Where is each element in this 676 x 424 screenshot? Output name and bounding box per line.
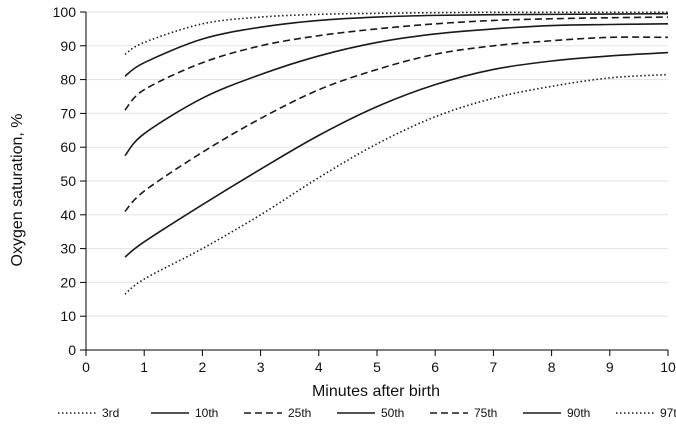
x-tick-label: 1: [140, 359, 148, 375]
y-tick-label: 0: [68, 342, 76, 358]
y-tick-label: 100: [53, 4, 77, 20]
gridlines: [86, 11, 668, 351]
legend-label-75th: 75th: [474, 406, 497, 420]
x-tick-label: 9: [606, 359, 614, 375]
series-line-90th: [124, 12, 669, 77]
series-line-75th: [124, 16, 669, 111]
x-tick-label: 0: [82, 359, 90, 375]
y-tick-label: 60: [60, 139, 76, 155]
x-tick-label: 7: [490, 359, 498, 375]
y-tick-label: 20: [60, 274, 76, 290]
y-tick-label: 80: [60, 72, 76, 88]
legend: 3rd 10th 25th 50th 75th 90th 97th: [58, 406, 676, 420]
legend-label-10th: 10th: [195, 406, 218, 420]
y-tick-label: 50: [60, 173, 76, 189]
y-tick-label: 70: [60, 105, 76, 121]
legend-label-50th: 50th: [381, 406, 404, 420]
axes: 0 10 20 30 40 50 60 70 80 90 100 0 1 2 3 4 5 6 7 8 9 10: [53, 4, 676, 375]
x-axis-title: Minutes after birth: [312, 383, 440, 400]
legend-label-3rd: 3rd: [102, 406, 119, 420]
y-axis-title: Oxygen saturation, %: [9, 114, 26, 267]
x-tick-label: 10: [660, 359, 676, 375]
y-tick-label: 90: [60, 38, 76, 54]
x-tick-label: 2: [199, 359, 207, 375]
x-tick-label: 4: [315, 359, 323, 375]
series-line-97th: [124, 11, 668, 55]
series-line-25th: [124, 36, 669, 212]
series-line-10th: [124, 51, 669, 258]
legend-label-97th: 97th: [660, 406, 676, 420]
x-tick-label: 3: [257, 359, 265, 375]
series-lines: [124, 11, 669, 295]
legend-label-25th: 25th: [288, 406, 311, 420]
x-tick-label: 6: [431, 359, 439, 375]
y-tick-label: 10: [60, 308, 76, 324]
legend-label-90th: 90th: [567, 406, 590, 420]
x-tick-label: 8: [548, 359, 556, 375]
series-line-3rd: [124, 73, 669, 295]
y-tick-label: 30: [60, 241, 76, 257]
series-line-50th: [124, 23, 669, 157]
y-tick-label: 40: [60, 207, 76, 223]
x-tick-label: 5: [373, 359, 381, 375]
